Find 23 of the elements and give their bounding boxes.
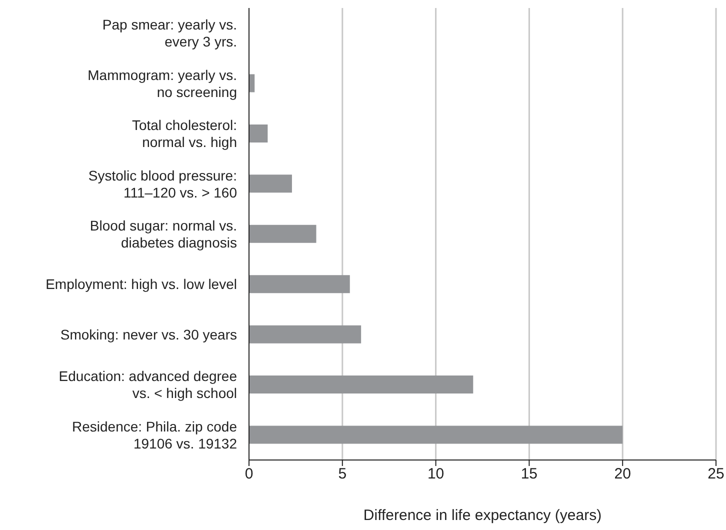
- x-tick-label: 20: [614, 466, 631, 483]
- y-tick-label: Mammogram: yearly vs. no screening: [88, 66, 237, 100]
- bar: [249, 174, 292, 193]
- x-tick-label: 5: [338, 466, 347, 483]
- x-tick-label: 15: [520, 466, 538, 483]
- x-axis-title: Difference in life expectancy (years): [363, 507, 602, 524]
- bar: [249, 224, 316, 243]
- x-tick-label: 25: [708, 466, 724, 483]
- bar: [249, 325, 362, 344]
- y-tick-label: Total cholesterol: normal vs. high: [132, 117, 237, 150]
- y-tick-label: Education: advanced degree vs. < high school: [58, 368, 238, 402]
- y-tick-label: Systolic blood pressure: 111–120 vs. > 160: [88, 167, 238, 200]
- y-tick-label: Smoking: never vs. 30 years: [60, 326, 237, 342]
- x-tick-label: 0: [244, 466, 254, 483]
- y-tick-label: Pap smear: yearly vs. every 3 yrs.: [102, 16, 237, 50]
- x-tick-label: 10: [427, 466, 444, 483]
- bar: [249, 275, 350, 294]
- bar: [249, 426, 623, 444]
- bar: [249, 124, 268, 142]
- y-tick-label: Residence: Phila. zip code 19106 vs. 19132: [72, 418, 238, 452]
- y-tick-label: Blood sugar: normal vs. diabetes diagnosis: [90, 218, 237, 250]
- bar: [249, 376, 474, 394]
- y-tick-label: Employment: high vs. low level: [46, 276, 237, 292]
